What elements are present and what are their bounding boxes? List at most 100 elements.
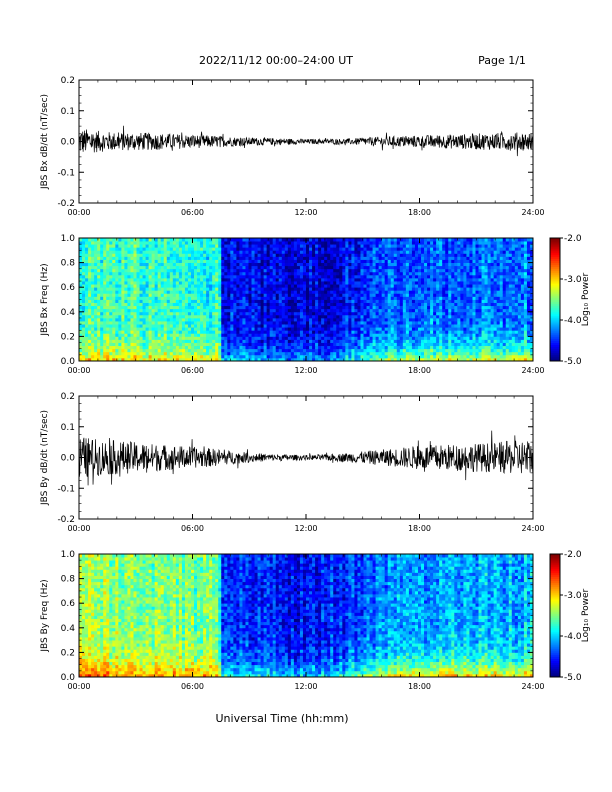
- spectrogram-cell: [112, 241, 116, 245]
- spectrogram-cell: [142, 327, 146, 331]
- spectrogram-cell: [345, 299, 349, 303]
- spectrogram-cell: [369, 317, 373, 322]
- spectrogram-cell: [299, 314, 304, 319]
- spectrogram-cell: [112, 321, 116, 325]
- spectrogram-cell: [430, 247, 434, 251]
- spectrogram-cell: [254, 308, 258, 313]
- spectrogram-cell: [430, 308, 434, 313]
- spectrogram-cell: [239, 277, 243, 282]
- spectrogram-cell: [94, 305, 98, 310]
- spectrogram-cell: [284, 333, 289, 337]
- spectrogram-cell: [411, 339, 416, 343]
- spectrogram-cell: [333, 259, 337, 263]
- spectrogram-cell: [296, 259, 301, 263]
- spectrogram-cell: [82, 342, 86, 347]
- spectrogram-cell: [378, 339, 383, 343]
- spectrogram-cell: [136, 256, 140, 260]
- spectrogram-cell: [387, 314, 392, 319]
- spectrogram-cell: [284, 305, 289, 310]
- spectrogram-cell: [408, 357, 413, 362]
- spectrogram-cell: [442, 241, 446, 245]
- spectrogram-cell: [375, 324, 380, 328]
- spectrogram-cell: [293, 348, 298, 353]
- spectrogram-cell: [375, 330, 380, 334]
- spectrogram-cell: [442, 333, 446, 337]
- spectrogram-cell: [284, 293, 289, 297]
- spectrogram-cell: [445, 259, 449, 263]
- spectrogram-cell: [333, 354, 337, 359]
- spectrogram-cell: [266, 339, 271, 343]
- spectrogram-cell: [239, 336, 243, 340]
- spectrogram-cell: [366, 290, 370, 294]
- spectrogram-cell: [172, 336, 177, 340]
- spectrogram-cell: [312, 250, 316, 254]
- spectrogram-cell: [88, 262, 92, 267]
- spectrogram-cell: [127, 250, 131, 254]
- spectrogram-cell: [302, 327, 307, 331]
- spectrogram-cell: [417, 256, 422, 260]
- spectrogram-cell: [151, 357, 156, 362]
- spectrogram-cell: [366, 348, 370, 353]
- spectrogram-cell: [378, 308, 383, 313]
- spectrogram-cell: [306, 238, 310, 242]
- spectrogram-cell: [181, 333, 186, 337]
- spectrogram-cell: [312, 321, 316, 325]
- spectrogram-cell: [79, 250, 83, 254]
- spectrogram-cell: [136, 241, 140, 245]
- spectrogram-cell: [97, 281, 101, 285]
- spectrogram-cell: [212, 250, 216, 254]
- spectrogram-cell: [124, 259, 128, 263]
- spectrogram-cell: [221, 274, 225, 279]
- spectrogram-cell: [372, 342, 377, 347]
- spectrogram-cell: [266, 274, 271, 279]
- spectrogram-cell: [200, 271, 204, 276]
- spectrogram-cell: [315, 284, 319, 288]
- spectrogram-cell: [121, 259, 125, 263]
- spectrogram-cell: [427, 354, 431, 359]
- spectrogram-cell: [408, 305, 413, 310]
- spectrogram-cell: [445, 351, 449, 356]
- spectrogram-cell: [427, 238, 431, 242]
- spectrogram-cell: [172, 333, 177, 337]
- spectrogram-cell: [372, 277, 377, 282]
- spectrogram-cell: [248, 271, 252, 276]
- spectrogram-cell: [200, 290, 204, 294]
- spectrogram-cell: [402, 302, 407, 307]
- spectrogram-cell: [166, 296, 171, 300]
- spectrogram-cell: [175, 302, 180, 307]
- spectrogram-cell: [245, 321, 249, 325]
- spectrogram-cell: [184, 296, 189, 300]
- spectrogram-cell: [372, 302, 377, 307]
- spectrogram-cell: [439, 238, 443, 242]
- spectrogram-cell: [287, 299, 292, 303]
- spectrogram-cell: [169, 296, 174, 300]
- spectrogram-cell: [139, 274, 143, 279]
- spectrogram-cell: [315, 277, 319, 282]
- spectrogram-cell: [187, 302, 192, 307]
- spectrogram-cell: [345, 262, 349, 267]
- spectrogram-cell: [154, 268, 159, 273]
- spectrogram-cell: [278, 296, 283, 300]
- spectrogram-cell: [375, 345, 380, 350]
- spectrogram-cell: [106, 324, 110, 328]
- spectrogram-cell: [427, 293, 431, 297]
- spectrogram-cell: [399, 247, 404, 251]
- spectrogram-cell: [197, 277, 201, 282]
- spectrogram-cell: [224, 247, 228, 251]
- spectrogram-cell: [206, 238, 210, 242]
- spectrogram-cell: [357, 354, 361, 359]
- spectrogram-cell: [433, 287, 437, 291]
- spectrogram-cell: [284, 296, 289, 300]
- spectrogram-cell: [351, 357, 355, 362]
- spectrogram-cell: [354, 311, 358, 316]
- spectrogram-cell: [396, 305, 401, 310]
- spectrogram-cell: [414, 284, 419, 288]
- spectrogram-cell: [130, 244, 134, 248]
- spectrogram-cell: [148, 284, 153, 288]
- spectrogram-cell: [336, 259, 340, 263]
- spectrogram-cell: [414, 351, 419, 356]
- spectrogram-cell: [190, 284, 195, 288]
- spectrogram-cell: [194, 247, 198, 251]
- spectrogram-cell: [306, 253, 310, 257]
